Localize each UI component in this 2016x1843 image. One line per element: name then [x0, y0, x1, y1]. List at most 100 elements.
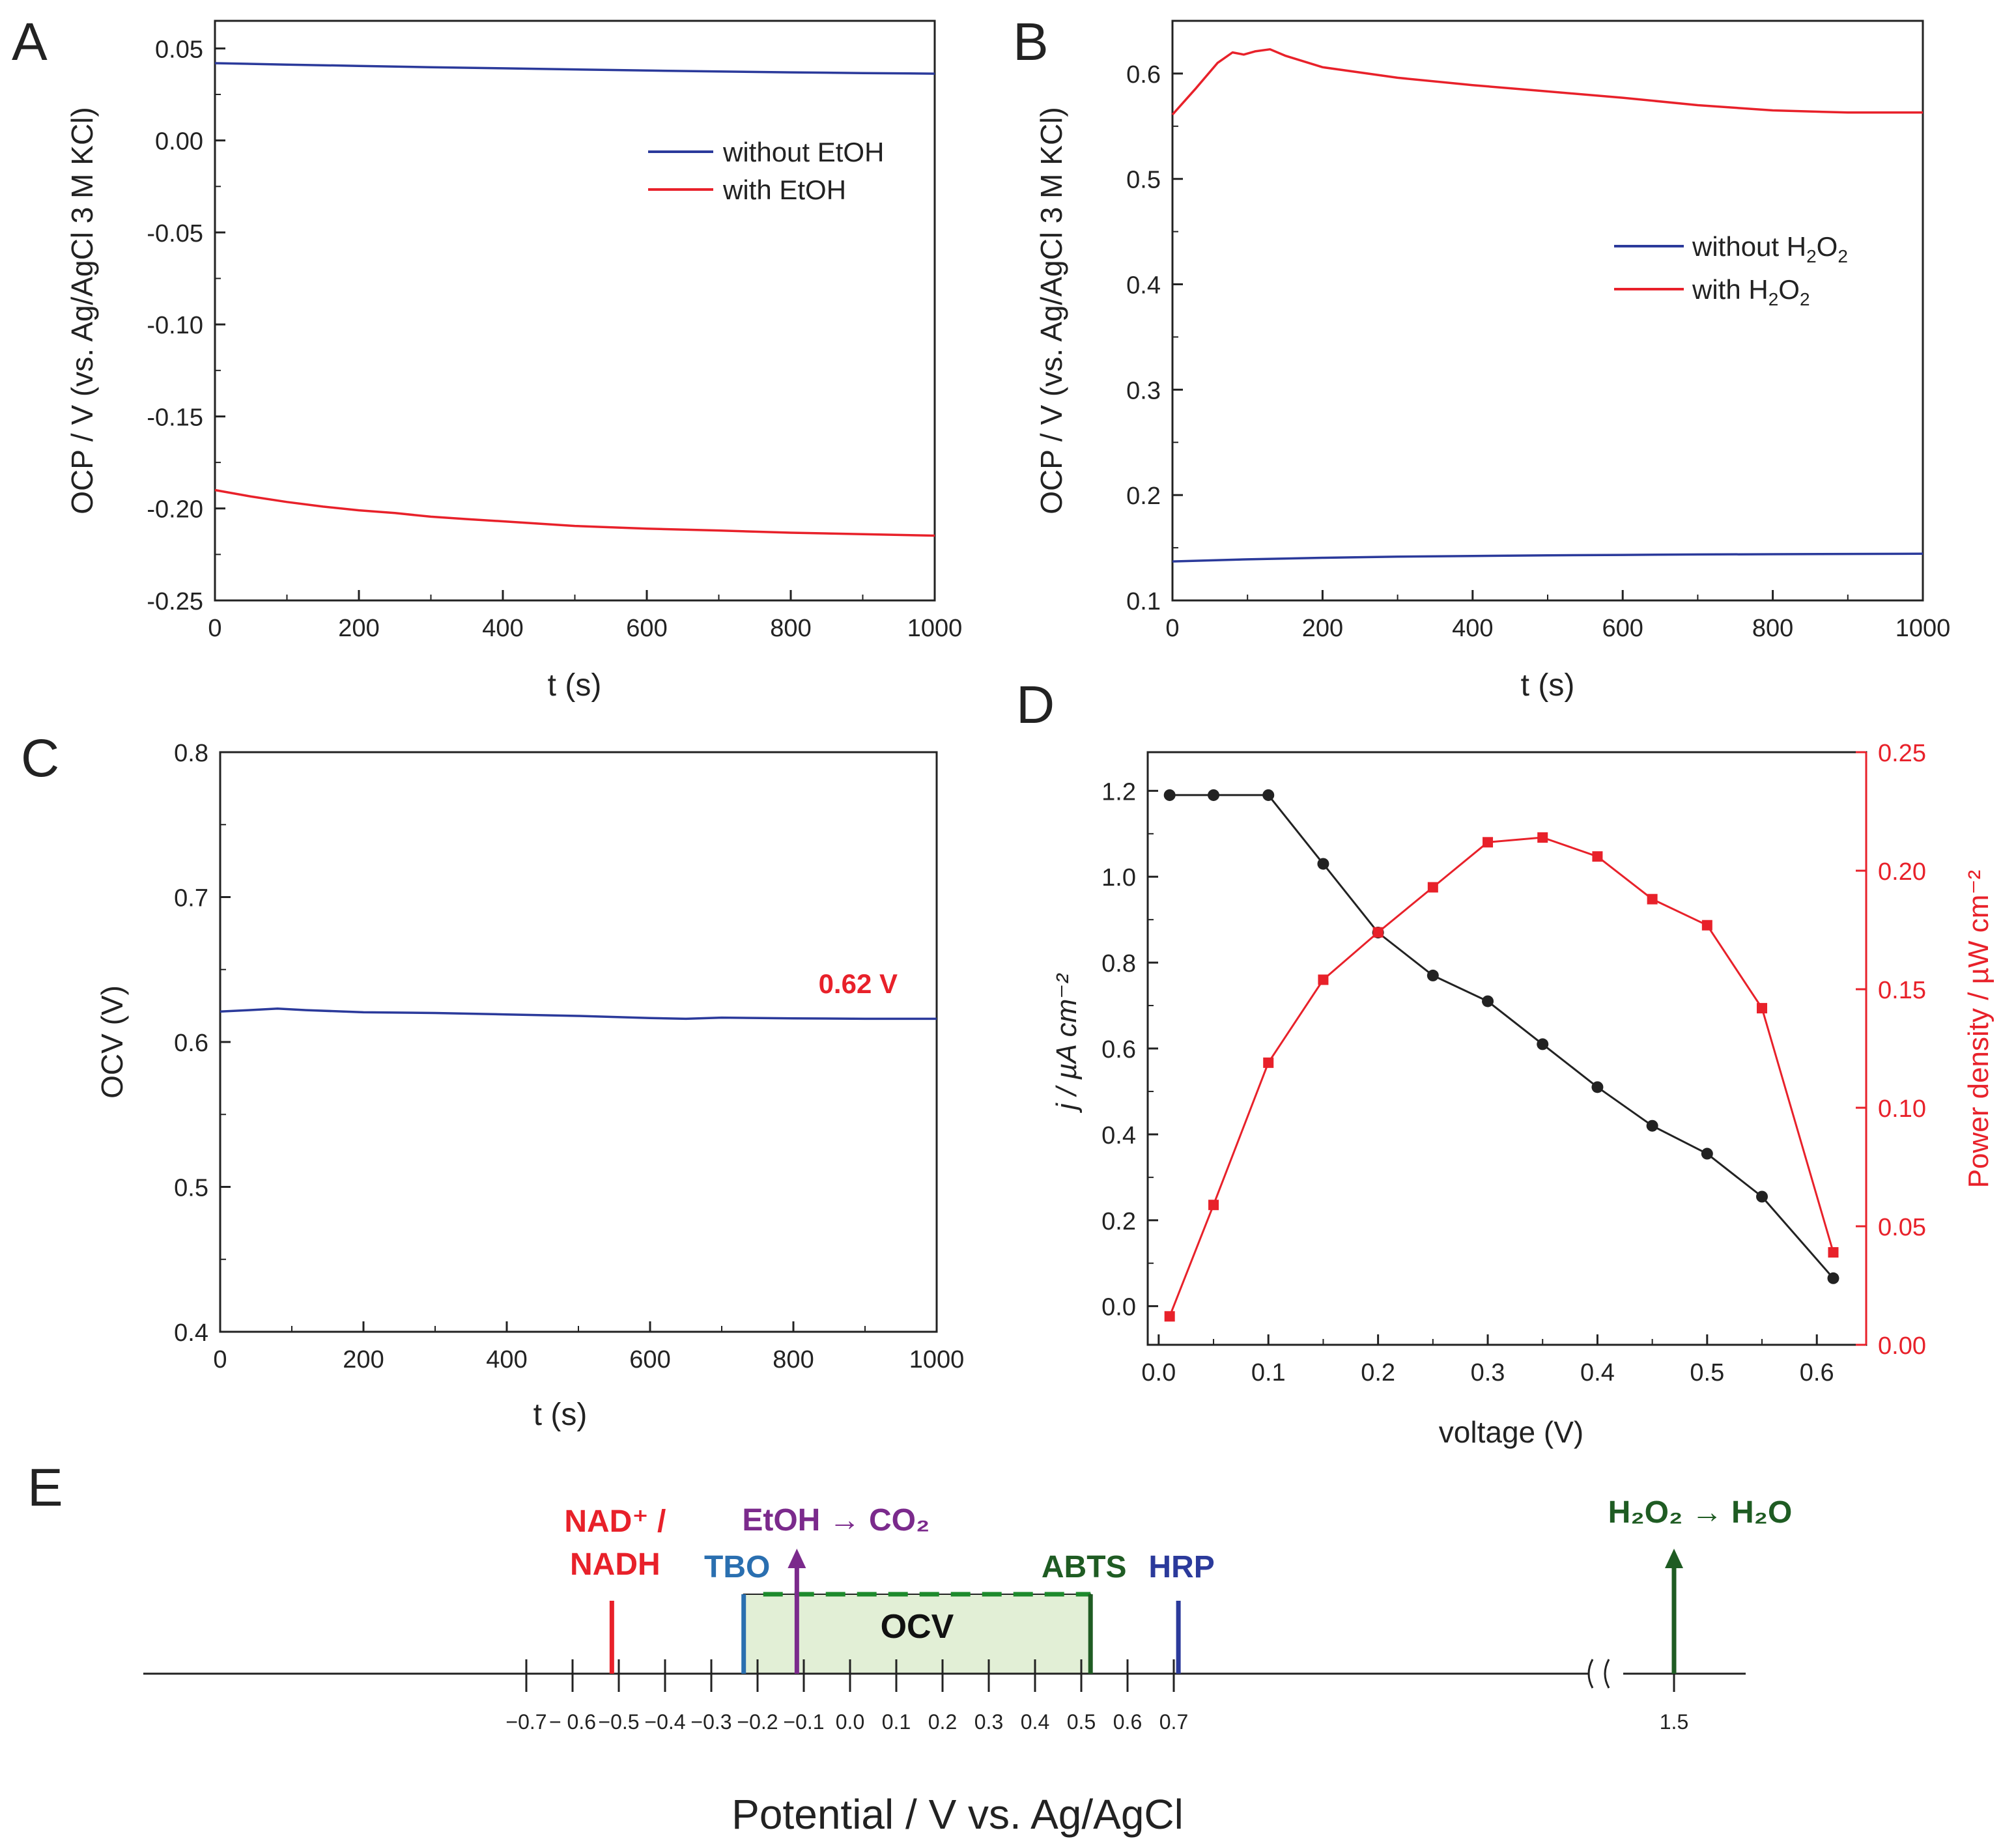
potential-tick-label: 0.4: [1021, 1710, 1049, 1734]
y-tick-label: 0.6: [174, 1030, 208, 1057]
data-point-circle: [1827, 1272, 1839, 1284]
data-point-square: [1537, 832, 1548, 843]
panel-b-lines: [1171, 48, 1924, 563]
redox-marker-arrow-head: [788, 1549, 806, 1568]
y-tick-label: 0.3: [1126, 377, 1161, 404]
y-tick-label: 0.6: [1101, 1036, 1136, 1063]
y2-tick-label: 0.10: [1878, 1095, 1926, 1123]
panel-b-frame: [1171, 20, 1924, 602]
ocv-window-box: [743, 1594, 1092, 1674]
series-line-0: [214, 62, 935, 75]
data-point-circle: [1591, 1081, 1604, 1093]
series-line-0: [1172, 552, 1924, 563]
y-tick-label: 0.2: [1126, 483, 1161, 510]
redox-marker-label: ABTS: [1042, 1550, 1127, 1584]
x-tick-label: 800: [770, 615, 811, 642]
x-tick-label: 200: [343, 1346, 384, 1373]
x-tick-label: 1000: [907, 615, 963, 642]
y2-tick-label: 0.25: [1878, 740, 1926, 767]
panel-a-xlabel: t (s): [548, 668, 602, 703]
redox-marker-label: HRP: [1148, 1550, 1214, 1584]
potential-tick-label: −0.3: [690, 1710, 731, 1734]
panel-d-xticks: 0.0 0.1 0.2 0.3 0.4 0.5 0.6: [1141, 1334, 1834, 1386]
panel-d-y2ticks: 0.00 0.05 0.10 0.15 0.20 0.25: [1856, 740, 1926, 1360]
panel-c-xlabel: t (s): [533, 1398, 588, 1432]
potential-tick-label: −0.5: [598, 1710, 639, 1734]
y2-tick-label: 0.20: [1878, 858, 1926, 886]
redox-marker-label-line1: NAD⁺ /: [564, 1504, 666, 1539]
potential-tick-label: 0.5: [1067, 1710, 1096, 1734]
y-tick-label: 0.4: [1101, 1122, 1136, 1149]
panel-e-axis-title: Potential / V vs. Ag/AgCl: [731, 1791, 1184, 1838]
data-point-square: [1592, 851, 1603, 862]
ocv-window: OCV: [743, 1592, 1092, 1674]
y-tick-label: -0.15: [147, 404, 203, 431]
x-tick-label: 800: [773, 1346, 814, 1373]
redox-marker-label: EtOH → CO₂: [742, 1503, 930, 1538]
data-point-circle: [1646, 1119, 1658, 1132]
x-tick-label: 0.0: [1141, 1359, 1176, 1386]
panel-c-lines: [220, 1007, 937, 1020]
panel-b-xticks: 0 200 400 600 800 1000: [1165, 590, 1950, 642]
x-tick-label: 600: [626, 615, 667, 642]
y-tick-label: 0.5: [174, 1175, 208, 1202]
legend-label-with-h2o2: with H2O2: [1692, 274, 1810, 309]
legend-label-without-h2o2: without H2O2: [1692, 231, 1848, 266]
redox-marker-arrow-head: [1665, 1549, 1683, 1568]
potential-tick-label: −0.4: [644, 1710, 685, 1734]
data-point-square: [1318, 974, 1329, 985]
panel-c-label: C: [21, 729, 59, 788]
y-tick-label: 0.8: [174, 740, 208, 767]
x-tick-label: 400: [1452, 615, 1493, 642]
x-tick-label: 0.3: [1471, 1359, 1505, 1386]
redox-marker-label: TBO: [704, 1550, 770, 1584]
potential-tick-label: −0.2: [737, 1710, 778, 1734]
y-tick-label: 0.4: [1126, 272, 1161, 300]
data-point-circle: [1208, 789, 1220, 801]
y-tick-label: 0.1: [1126, 588, 1161, 615]
y-tick-label: 0.2: [1101, 1208, 1136, 1235]
data-point-square: [1757, 1003, 1768, 1014]
legend-label-with-etoh: with EtOH: [722, 175, 846, 205]
data-point-circle: [1262, 789, 1275, 801]
x-tick-label: 0.5: [1690, 1359, 1724, 1386]
data-point-circle: [1701, 1147, 1713, 1160]
panel-c-annotation: 0.62 V: [819, 968, 898, 999]
y-tick-label: 0.00: [155, 128, 203, 156]
x-tick-label: 0: [208, 615, 221, 642]
potential-tick-label: −0.7: [505, 1710, 547, 1734]
x-tick-label: 600: [629, 1346, 670, 1373]
panel-b-legend: without H2O2 with H2O2: [1614, 231, 1848, 309]
panel-a-xticks: 0 200 400 600 800 1000: [208, 590, 962, 642]
potential-tick-label: − 0.6: [549, 1710, 596, 1734]
x-tick-label: 1000: [1895, 615, 1951, 642]
potential-tick-label: −0.1: [783, 1710, 824, 1734]
data-point-circle: [1756, 1190, 1768, 1203]
potential-axis: −0.7− 0.6 −0.5 −0.4 −0.3 −0.2 −0.1 0.0 0.1 0.2 0.…: [143, 1659, 1746, 1734]
x-tick-label: 0.6: [1800, 1359, 1834, 1386]
y-tick-label: 0.4: [174, 1319, 208, 1347]
potential-tick-label: 0.6: [1113, 1710, 1142, 1734]
panel-a-label: A: [12, 12, 48, 72]
panel-d-yticks: 0.0 0.2 0.4 0.6 0.8 1.0 1.2: [1101, 778, 1158, 1321]
panel-c-yticks: 0.4 0.5 0.6 0.7 0.8: [174, 740, 231, 1347]
x-tick-label: 0.1: [1251, 1359, 1286, 1386]
panel-e: E OCV −0.7− 0.6 −0.5 −0.4 −0.3 −0.2 −0.1 0.0 0.…: [27, 1458, 1792, 1838]
panel-d: D 0.0 0.2 0.4 0.6 0.8 1.0 1.2 0.00 0.05 0.10 0.15…: [1016, 675, 1995, 1449]
panel-c-xticks: 0 200 400 600 800 1000: [213, 1321, 964, 1373]
y-tick-label: 0.05: [155, 36, 203, 63]
x-tick-label: 400: [486, 1346, 527, 1373]
y-tick-label: -0.10: [147, 312, 203, 339]
x-tick-label: 1000: [909, 1346, 965, 1373]
panel-d-label: D: [1016, 675, 1055, 735]
x-tick-label: 0.2: [1361, 1359, 1395, 1386]
series-line-1: [1169, 836, 1834, 1317]
series-line-1: [214, 488, 935, 537]
x-tick-label: 200: [338, 615, 379, 642]
y-tick-label: 1.0: [1101, 864, 1136, 892]
panel-a-lines: [214, 62, 935, 537]
panel-c-frame: [219, 751, 938, 1333]
redox-marker-label-line2: NADH: [570, 1547, 660, 1582]
y2-tick-label: 0.15: [1878, 977, 1926, 1004]
